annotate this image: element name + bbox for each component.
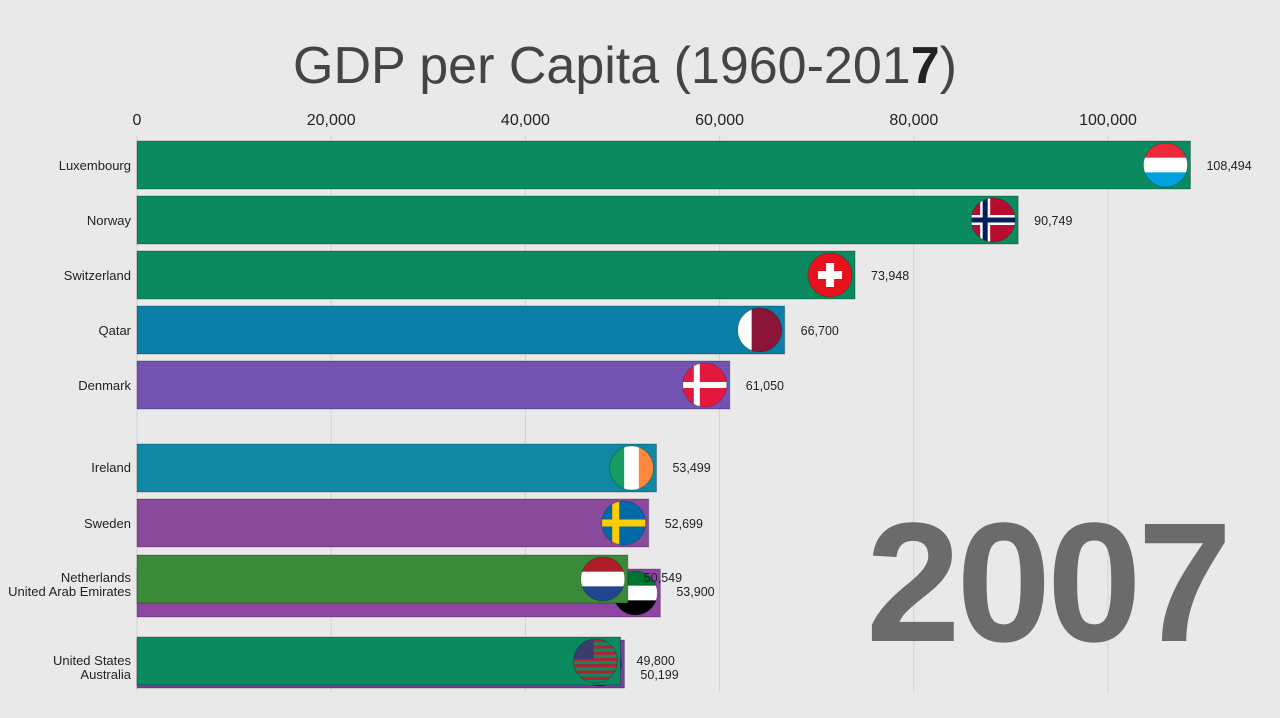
x-tick-label: 40,000 xyxy=(501,112,550,129)
value-label: 52,699 xyxy=(665,517,703,531)
bar-group-qatar: Qatar 66,700 xyxy=(98,305,839,355)
value-label: 73,948 xyxy=(871,269,909,283)
bar xyxy=(136,195,1019,245)
qatar-flag-icon xyxy=(737,308,782,352)
category-label: Australia xyxy=(80,667,131,682)
category-label: Norway xyxy=(87,213,132,228)
bar xyxy=(136,443,657,493)
category-label: Switzerland xyxy=(64,268,131,283)
x-tick-label: 80,000 xyxy=(889,112,938,129)
switzerland-flag-icon xyxy=(808,253,853,297)
value-label: 66,700 xyxy=(801,324,839,338)
year-label: 2007 xyxy=(866,488,1232,678)
x-tick-label: 100,000 xyxy=(1079,112,1137,129)
category-label: Denmark xyxy=(78,378,131,393)
category-label: United States xyxy=(53,653,132,668)
chart-title: GDP per Capita (1960-2017) xyxy=(293,37,957,95)
category-label: Ireland xyxy=(91,460,131,475)
bar-group-switzerland: Switzerland 73,948 xyxy=(64,250,909,300)
bar-group-sweden: Sweden 52,699 xyxy=(84,498,703,548)
x-tick-label: 20,000 xyxy=(307,112,356,129)
netherlands-flag-icon xyxy=(580,557,625,601)
x-tick-label: 60,000 xyxy=(695,112,744,129)
luxembourg-flag-icon xyxy=(1143,143,1188,187)
bar-group-united-states: United States 49,800 xyxy=(53,636,675,686)
denmark-flag-icon xyxy=(682,363,727,407)
value-label: 50,199 xyxy=(640,668,678,682)
category-label: Luxembourg xyxy=(59,158,131,173)
value-label: 108,494 xyxy=(1206,159,1251,173)
x-tick-label: 0 xyxy=(133,112,142,129)
bar-group-luxembourg: Luxembourg 108,494 xyxy=(59,140,1252,190)
bar-group-denmark: Denmark 61,050 xyxy=(78,360,784,410)
value-label: 61,050 xyxy=(746,379,784,393)
bar xyxy=(136,305,786,355)
category-label: United Arab Emirates xyxy=(8,584,131,599)
category-label: Netherlands xyxy=(61,570,132,585)
bar-group-netherlands: Netherlands 50,549 xyxy=(61,554,682,604)
value-label: 53,499 xyxy=(672,461,710,475)
bar xyxy=(136,250,856,300)
bar xyxy=(136,360,731,410)
bar-group-norway: Norway 90,749 xyxy=(87,195,1072,245)
category-label: Sweden xyxy=(84,516,131,531)
bar-group-ireland: Ireland 53,499 xyxy=(91,443,711,493)
value-label: 50,549 xyxy=(644,571,682,585)
bar xyxy=(136,140,1191,190)
bar xyxy=(136,498,650,548)
sweden-flag-icon xyxy=(601,501,646,545)
value-label: 90,749 xyxy=(1034,214,1072,228)
value-label: 49,800 xyxy=(637,654,675,668)
category-label: Qatar xyxy=(98,323,131,338)
norway-flag-icon xyxy=(971,198,1016,242)
ireland-flag-icon xyxy=(609,446,654,490)
bar xyxy=(136,554,629,604)
value-label: 53,900 xyxy=(676,585,714,599)
bar xyxy=(136,636,622,686)
